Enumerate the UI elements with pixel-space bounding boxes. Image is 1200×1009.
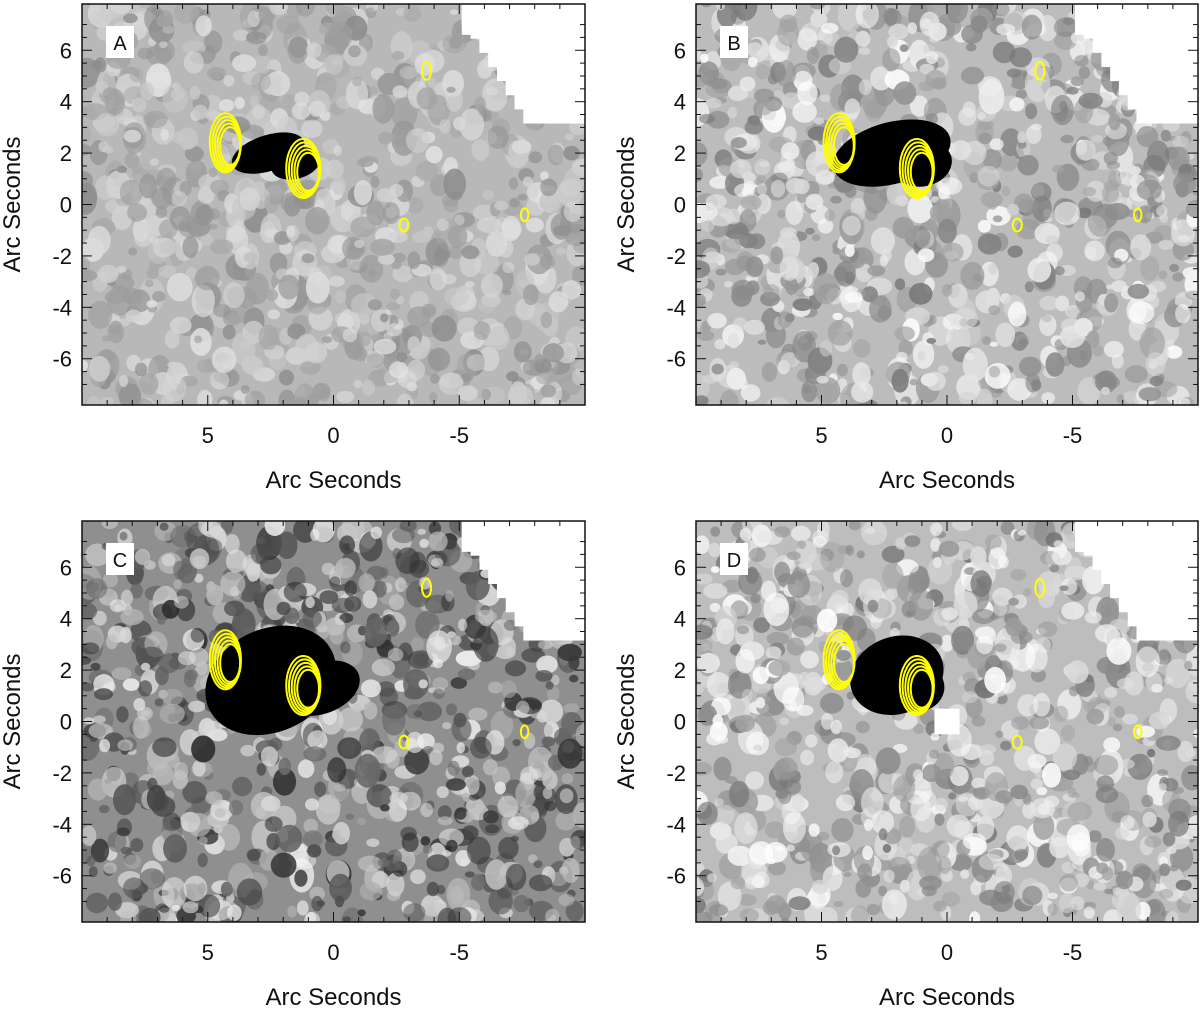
panel-label-box: [720, 543, 748, 575]
contour: [398, 217, 410, 233]
panel-label-box: [106, 543, 134, 575]
x-tick-label: -5: [1063, 423, 1083, 448]
y-tick-label: 0: [674, 710, 686, 735]
x-tick-label: -5: [449, 423, 469, 448]
y-tick-label: 4: [60, 90, 72, 115]
panel-c: 5 0 -5 6 4 2 0 -2 -4 -6 Arc Seconds Arc Seconds C: [0, 520, 586, 1009]
image-d: [696, 521, 1198, 922]
y-axis-label: Arc Seconds: [613, 653, 640, 789]
masked-region: [934, 708, 960, 735]
y-tick-label: 4: [674, 90, 686, 115]
y-axis-label: Arc Seconds: [0, 653, 26, 789]
y-tick-label: 2: [60, 658, 72, 683]
y-tick-label: 0: [60, 710, 72, 735]
contour: [1011, 217, 1023, 233]
y-tick-label: -2: [666, 244, 686, 269]
y-tick-label: 4: [674, 607, 686, 632]
contour: [1132, 207, 1143, 223]
y-tick-label: -2: [666, 761, 686, 786]
y-tick-label: -4: [666, 812, 686, 837]
x-tick-label: -5: [1063, 940, 1083, 965]
contour: [1132, 724, 1143, 740]
y-tick-label: -4: [52, 295, 72, 320]
y-tick-label: -6: [52, 347, 72, 372]
y-axis-label: Arc Seconds: [0, 136, 26, 272]
masked-region: [1075, 521, 1198, 552]
panel-b: 5 0 -5 6 4 2 0 -2 -4 -6 Arc Seconds Arc Seconds B: [613, 3, 1199, 494]
contour: [219, 643, 242, 683]
y-tick-label: 0: [60, 193, 72, 218]
y-tick-label: -6: [52, 864, 72, 889]
image-b: [696, 4, 1198, 405]
x-tick-label: 5: [202, 940, 214, 965]
contour: [519, 724, 530, 740]
masked-region: [461, 521, 585, 552]
panel-label-box: [106, 26, 134, 58]
contour: [421, 577, 433, 598]
y-tick-label: 6: [674, 38, 686, 63]
x-tick-label: 0: [327, 423, 339, 448]
y-tick-label: 6: [674, 555, 686, 580]
x-tick-label: 0: [941, 423, 953, 448]
panel-label: A: [113, 33, 127, 55]
y-tick-label: -4: [666, 295, 686, 320]
x-tick-label: 5: [815, 423, 827, 448]
y-tick-label: -2: [52, 761, 72, 786]
panel-label: B: [727, 33, 740, 55]
panel-d: 5 0 -5 6 4 2 0 -2 -4 -6 Arc Seconds Arc Seconds D: [613, 520, 1199, 1009]
masked-region: [1075, 4, 1198, 35]
y-tick-label: 6: [60, 555, 72, 580]
contour: [909, 151, 934, 192]
y-tick-label: 2: [674, 658, 686, 683]
panel-a: 5 0 -5 6 4 2 0 -2 -4 -6 Arc Seconds Arc Seconds A: [0, 3, 586, 494]
image-c: [82, 521, 585, 922]
contour: [1034, 577, 1046, 598]
x-axis-label: Arc Seconds: [879, 467, 1015, 494]
image-a: [82, 4, 585, 405]
panel-label: D: [727, 550, 741, 572]
contour: [219, 126, 242, 166]
y-tick-label: -4: [52, 812, 72, 837]
y-tick-label: -6: [666, 864, 686, 889]
masked-region: [461, 4, 585, 35]
x-tick-label: 0: [941, 940, 953, 965]
x-tick-label: 0: [327, 940, 339, 965]
contour: [398, 734, 410, 750]
y-tick-label: 2: [60, 141, 72, 166]
x-axis-label: Arc Seconds: [265, 984, 401, 1009]
contour: [296, 668, 321, 709]
panel-label: C: [113, 550, 127, 572]
contour: [832, 126, 855, 166]
contour: [909, 668, 934, 709]
y-tick-label: -2: [52, 244, 72, 269]
y-tick-label: 0: [674, 193, 686, 218]
x-axis-label: Arc Seconds: [265, 467, 401, 494]
contour: [296, 151, 321, 192]
contour: [1011, 734, 1023, 750]
x-tick-label: 5: [202, 423, 214, 448]
x-tick-label: 5: [815, 940, 827, 965]
x-axis-label: Arc Seconds: [879, 984, 1015, 1009]
contour: [421, 60, 433, 81]
y-tick-label: 4: [60, 607, 72, 632]
contour: [519, 207, 530, 223]
y-tick-label: -6: [666, 347, 686, 372]
contour: [832, 643, 855, 683]
panel-label-box: [720, 26, 748, 58]
x-tick-label: -5: [449, 940, 469, 965]
y-tick-label: 6: [60, 38, 72, 63]
y-axis-label: Arc Seconds: [613, 136, 640, 272]
y-tick-label: 2: [674, 141, 686, 166]
contour: [1034, 60, 1046, 81]
